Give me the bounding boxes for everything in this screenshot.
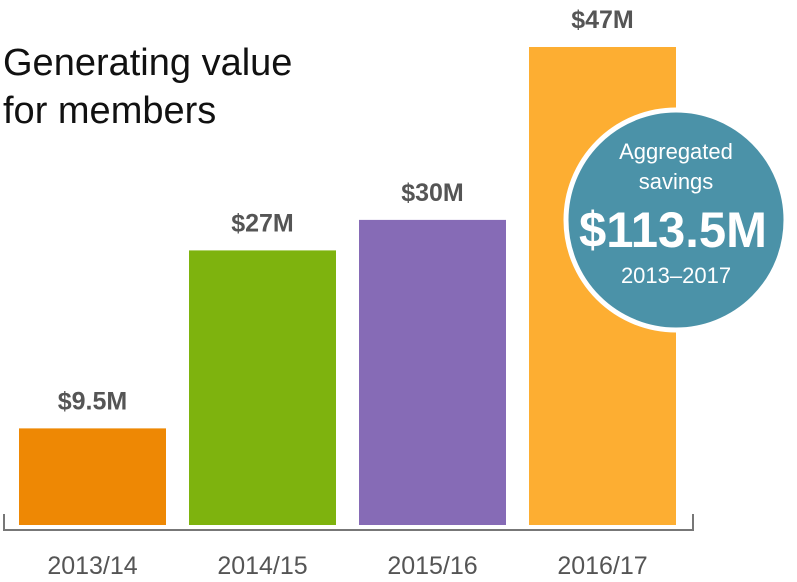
callout-amount: $113.5M: [579, 202, 767, 258]
value-labels-group: $9.5M $27M $30M $47M: [58, 6, 634, 415]
x-tick-label-2014-15: 2014/15: [217, 552, 307, 580]
bar-2015-16: [359, 219, 506, 525]
tick-labels-group: 2013/14 2014/15 2015/16 2016/17: [47, 552, 647, 580]
x-axis: [3, 514, 694, 531]
chart-title-line-2: for members: [3, 90, 216, 132]
callout-period: 2013–2017: [621, 263, 731, 288]
bar-2014-15: [189, 250, 336, 526]
bar-2013-14: [19, 428, 166, 525]
value-label-2016-17: $47M: [571, 6, 634, 34]
value-label-2015-16: $30M: [401, 179, 464, 207]
value-label-2013-14: $9.5M: [58, 387, 127, 415]
chart-title-line-1: Generating value: [3, 42, 292, 84]
aggregated-savings-callout: Aggregated savings $113.5M 2013–2017: [563, 107, 789, 333]
callout-line-1: Aggregated: [619, 139, 733, 164]
callout-circle: [563, 107, 789, 333]
value-label-2014-15: $27M: [231, 209, 294, 237]
x-tick-label-2016-17: 2016/17: [557, 552, 647, 580]
callout-line-2: savings: [639, 169, 714, 194]
x-tick-label-2013-14: 2013/14: [47, 552, 137, 580]
x-tick-label-2015-16: 2015/16: [387, 552, 477, 580]
